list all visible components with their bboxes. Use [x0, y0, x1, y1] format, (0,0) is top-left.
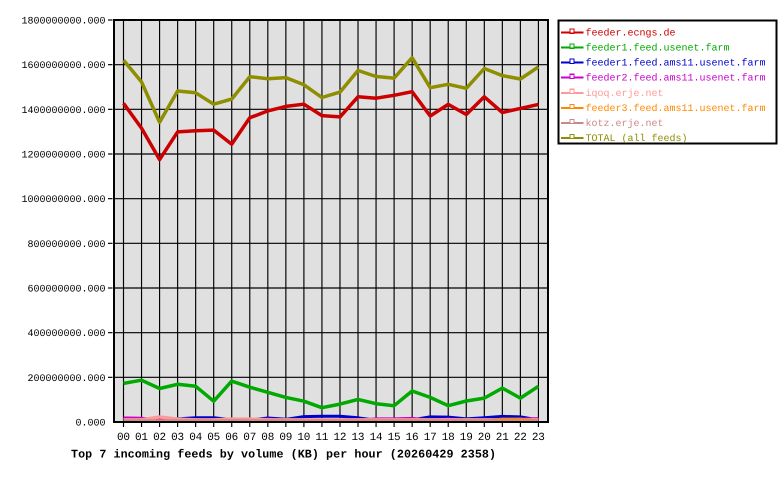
- svg-text:TOTAL (all feeds): TOTAL (all feeds): [586, 133, 688, 145]
- svg-text:06: 06: [225, 432, 238, 444]
- svg-text:feeder3.feed.ams11.usenet.farm: feeder3.feed.ams11.usenet.farm: [586, 103, 766, 115]
- svg-text:09: 09: [279, 432, 292, 444]
- svg-text:19: 19: [460, 432, 473, 444]
- svg-text:04: 04: [189, 432, 202, 444]
- svg-text:20: 20: [478, 432, 491, 444]
- svg-text:1800000000.000: 1800000000.000: [22, 17, 106, 28]
- svg-text:13: 13: [352, 432, 365, 444]
- svg-text:Top 7 incoming feeds by volume: Top 7 incoming feeds by volume (KB) per …: [71, 448, 496, 462]
- svg-text:feeder.ecngs.de: feeder.ecngs.de: [586, 28, 676, 40]
- svg-text:0.000: 0.000: [76, 419, 106, 430]
- svg-text:08: 08: [261, 432, 274, 444]
- svg-text:02: 02: [153, 432, 166, 444]
- svg-text:iqoq.erje.net: iqoq.erje.net: [586, 88, 664, 100]
- svg-text:03: 03: [171, 432, 184, 444]
- svg-text:11: 11: [315, 432, 328, 444]
- svg-text:23: 23: [532, 432, 545, 444]
- svg-text:15: 15: [388, 432, 401, 444]
- svg-text:05: 05: [207, 432, 220, 444]
- svg-text:600000000.000: 600000000.000: [28, 285, 106, 296]
- svg-text:feeder1.feed.ams11.usenet.farm: feeder1.feed.ams11.usenet.farm: [586, 58, 766, 70]
- svg-text:01: 01: [135, 432, 148, 444]
- svg-text:kotz.erje.net: kotz.erje.net: [586, 118, 664, 130]
- svg-text:1600000000.000: 1600000000.000: [22, 61, 106, 72]
- svg-text:14: 14: [370, 432, 383, 444]
- svg-text:1200000000.000: 1200000000.000: [22, 151, 106, 162]
- svg-text:1000000000.000: 1000000000.000: [22, 195, 106, 206]
- svg-text:18: 18: [442, 432, 455, 444]
- svg-text:800000000.000: 800000000.000: [28, 240, 106, 251]
- svg-text:1400000000.000: 1400000000.000: [22, 106, 106, 117]
- svg-text:16: 16: [406, 432, 419, 444]
- svg-text:10: 10: [297, 432, 310, 444]
- svg-text:200000000.000: 200000000.000: [28, 374, 106, 385]
- svg-text:22: 22: [514, 432, 527, 444]
- svg-text:feeder2.feed.ams11.usenet.farm: feeder2.feed.ams11.usenet.farm: [586, 73, 766, 85]
- svg-text:07: 07: [243, 432, 256, 444]
- svg-text:17: 17: [424, 432, 437, 444]
- svg-text:21: 21: [496, 432, 509, 444]
- svg-text:feeder1.feed.usenet.farm: feeder1.feed.usenet.farm: [586, 43, 730, 55]
- svg-text:400000000.000: 400000000.000: [28, 329, 106, 340]
- svg-text:12: 12: [334, 432, 347, 444]
- svg-text:00: 00: [117, 432, 130, 444]
